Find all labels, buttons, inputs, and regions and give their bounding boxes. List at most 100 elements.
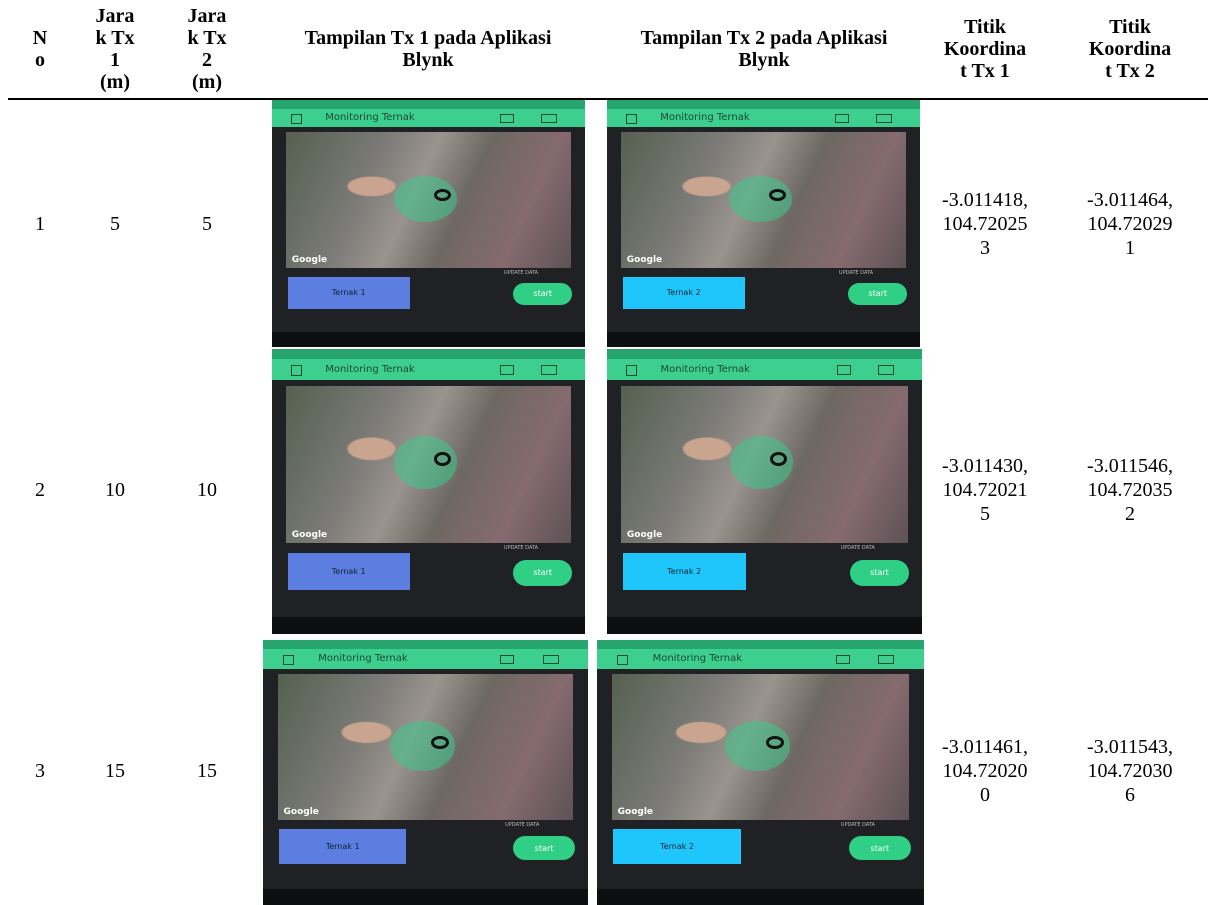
bar-icon <box>500 365 514 374</box>
map-brand: Google <box>627 530 662 540</box>
status-bar <box>272 349 585 359</box>
app-title: Monitoring Ternak <box>325 109 414 128</box>
app-bar: Monitoring Ternak <box>597 649 924 669</box>
nav-bar <box>597 889 924 905</box>
number-cell: 5 <box>177 100 237 347</box>
bar-icon <box>291 114 302 123</box>
app-title: Monitoring Ternak <box>318 649 407 669</box>
app-screenshot: Monitoring Ternak Google UPDATE DATA Ternak… <box>607 349 922 634</box>
bar-icon <box>878 365 894 374</box>
app-bar: Monitoring Ternak <box>607 109 920 128</box>
start-button: start <box>849 836 911 860</box>
nav-bar <box>272 617 585 634</box>
marker <box>431 736 449 749</box>
update-label: UPDATE DATA <box>839 270 873 276</box>
map: Google <box>612 674 910 820</box>
button-label: Ternak 1 <box>288 553 410 590</box>
nav-bar <box>263 889 588 905</box>
bar-icon <box>541 365 557 374</box>
nav-bar <box>607 617 922 634</box>
app-bar: Monitoring Ternak <box>263 649 588 669</box>
app-screenshot: Monitoring Ternak Google UPDATE DATA Ternak… <box>263 640 588 905</box>
number-cell: 10 <box>85 347 145 633</box>
coordinate-cell: -3.011418, 104.720253 <box>940 100 1030 347</box>
bar-icon <box>836 655 850 664</box>
map-brand: Google <box>292 255 327 265</box>
bar-icon <box>876 114 892 122</box>
start-button: start <box>850 560 910 586</box>
bar-icon <box>541 114 557 122</box>
app-screenshot: Monitoring Ternak Google UPDATE DATA Ternak… <box>597 640 924 905</box>
map-brand: Google <box>618 807 653 817</box>
nav-bar <box>272 332 585 347</box>
app-title: Monitoring Ternak <box>325 359 414 380</box>
header-cell: Tampilan Tx 2 pada Aplikasi Blynk <box>624 0 904 98</box>
status-bar <box>607 349 922 359</box>
button-label: Ternak 1 <box>279 829 406 863</box>
header-cell: Tampilan Tx 1 pada Aplikasi Blynk <box>288 0 568 98</box>
map: Google <box>278 674 574 820</box>
map-brand: Google <box>627 255 662 265</box>
button-label: Ternak 2 <box>613 829 741 863</box>
map: Google <box>286 132 571 268</box>
status-bar <box>272 100 585 109</box>
coordinate-cell: -3.011464, 104.720291 <box>1085 100 1175 347</box>
bar-icon <box>617 655 628 665</box>
app-bar: Monitoring Ternak <box>272 109 585 128</box>
header-cell: Jarak Tx 2 (m) <box>186 0 228 98</box>
number-cell: 15 <box>177 636 237 905</box>
node-button: Ternak 1 <box>288 553 410 590</box>
coordinate-cell: -3.011543, 104.720306 <box>1085 636 1175 905</box>
bar-icon <box>500 114 514 122</box>
update-label: UPDATE DATA <box>841 545 875 551</box>
start-button: start <box>513 836 575 860</box>
app-bar: Monitoring Ternak <box>607 359 922 380</box>
bar-icon <box>283 655 294 665</box>
button-label: Ternak 1 <box>288 277 410 309</box>
start-button: start <box>513 560 572 586</box>
bar-icon <box>500 655 514 664</box>
update-label: UPDATE DATA <box>841 822 875 828</box>
header-cell: No <box>30 0 50 98</box>
app-screenshot: Monitoring Ternak Google UPDATE DATA Ternak… <box>272 100 585 347</box>
button-label: Ternak 2 <box>623 277 745 309</box>
update-label: UPDATE DATA <box>504 545 538 551</box>
status-bar <box>607 100 920 109</box>
app-title: Monitoring Ternak <box>653 649 742 669</box>
update-label: UPDATE DATA <box>504 270 538 276</box>
nav-bar <box>607 332 920 347</box>
app-title: Monitoring Ternak <box>661 359 750 380</box>
status-bar <box>597 640 924 649</box>
app-screenshot: Monitoring Ternak Google UPDATE DATA Ternak… <box>272 349 585 634</box>
page: No Jarak Tx 1 (m) Jarak Tx 2 (m) Tampilan T… <box>0 0 1216 905</box>
node-button: Ternak 1 <box>288 277 410 309</box>
bar-icon <box>835 114 849 122</box>
update-label: UPDATE DATA <box>505 822 539 828</box>
map: Google <box>621 386 908 543</box>
status-bar <box>263 640 588 649</box>
start-button: start <box>848 283 907 305</box>
map: Google <box>286 386 571 543</box>
number-cell: 10 <box>177 347 237 633</box>
marker <box>766 736 784 749</box>
node-button: Ternak 2 <box>623 553 746 590</box>
start-button: start <box>513 283 572 305</box>
number-cell: 5 <box>85 100 145 347</box>
header-cell: Titik Koordinat Tx 2 <box>1087 0 1173 98</box>
bar-icon <box>626 114 637 123</box>
app-bar: Monitoring Ternak <box>272 359 585 380</box>
number-cell: 2 <box>10 347 70 633</box>
coordinate-cell: -3.011461, 104.720200 <box>940 636 1030 905</box>
header-cell: Titik Koordinat Tx 1 <box>942 0 1028 98</box>
map-brand: Google <box>292 530 327 540</box>
bar-icon <box>543 655 559 664</box>
header-cell: Jarak Tx 1 (m) <box>94 0 136 98</box>
node-button: Ternak 2 <box>613 829 741 863</box>
app-screenshot: Monitoring Ternak Google UPDATE DATA Ternak… <box>607 100 920 347</box>
node-button: Ternak 2 <box>623 277 745 309</box>
number-cell: 1 <box>10 100 70 347</box>
bar-icon <box>626 365 637 376</box>
map: Google <box>621 132 906 268</box>
bar-icon <box>878 655 894 664</box>
button-label: Ternak 2 <box>623 553 746 590</box>
